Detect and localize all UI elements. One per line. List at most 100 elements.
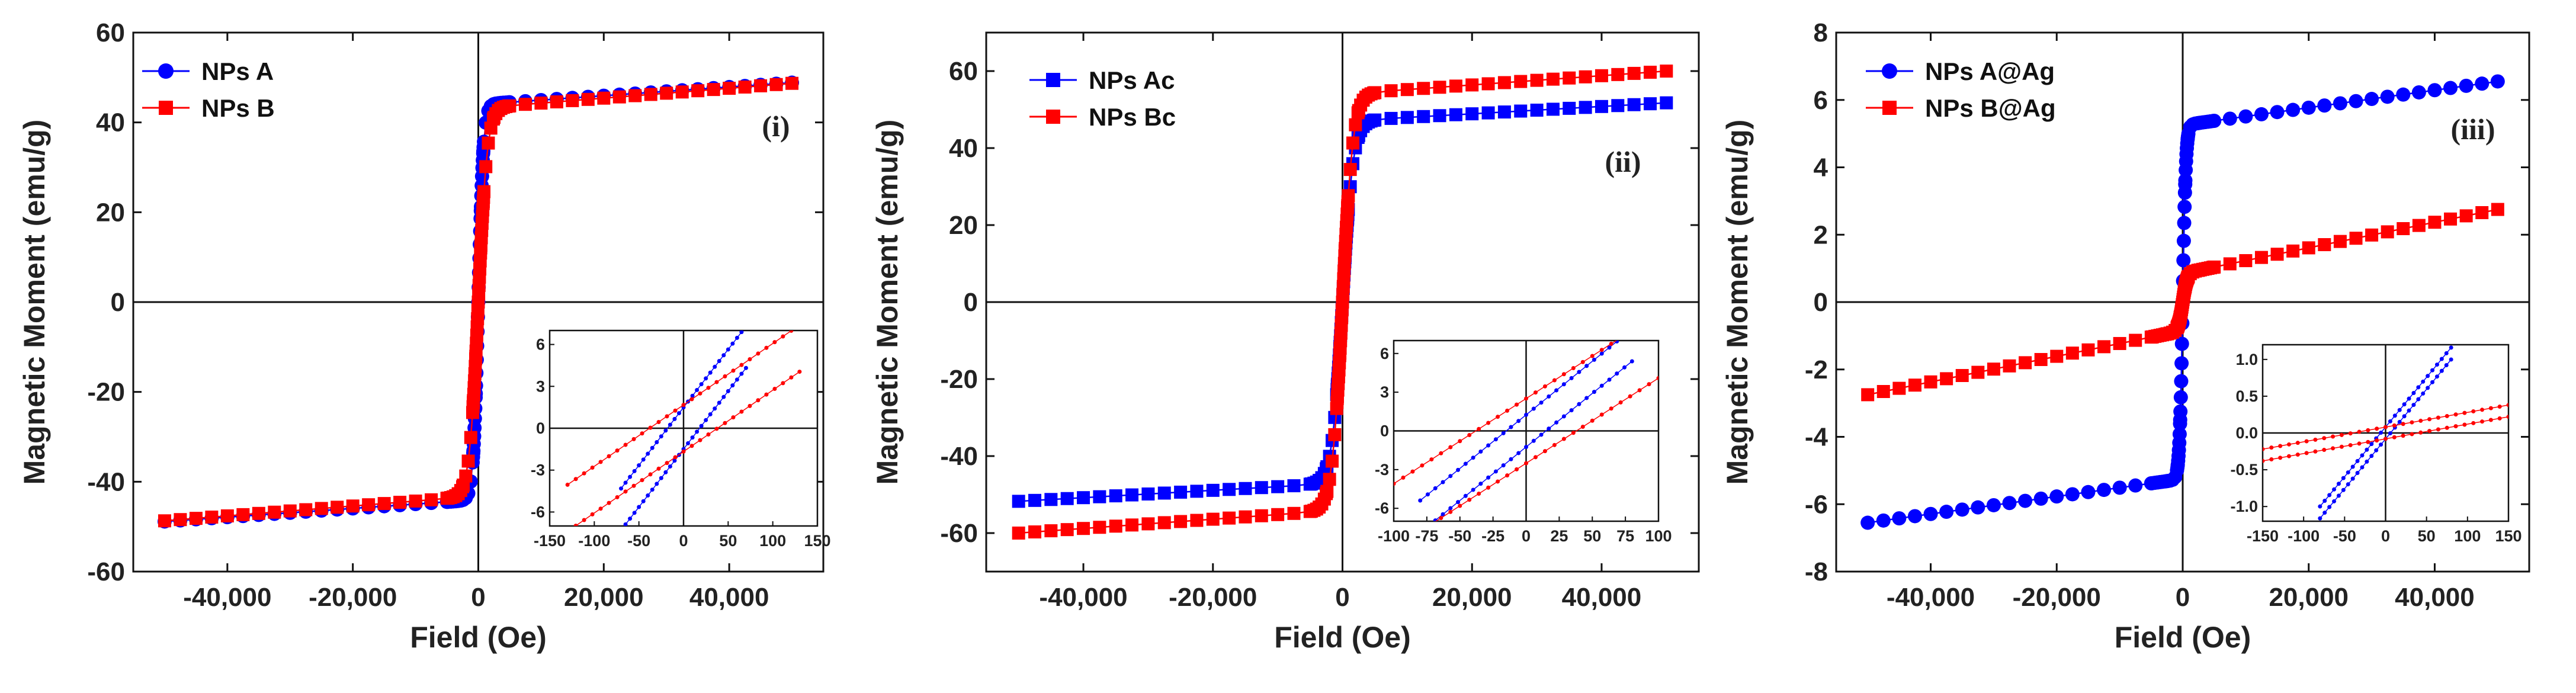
x-tick-label: 20,000	[1432, 583, 1512, 612]
data-point	[2443, 81, 2458, 95]
inset-data-point	[641, 457, 646, 462]
data-point	[1417, 82, 1430, 95]
inset-data-point	[1599, 412, 1604, 417]
data-point	[1497, 76, 1511, 89]
inset-data-point	[1607, 377, 1612, 382]
x-tick-label: -20,000	[2013, 583, 2101, 612]
data-point	[2018, 493, 2033, 508]
data-point	[2381, 225, 2394, 239]
inset-data-point	[704, 376, 708, 381]
inset-data-point	[641, 499, 646, 503]
inset-data-point	[650, 487, 655, 492]
inset-data-point	[1516, 419, 1521, 424]
data-point	[2270, 248, 2284, 261]
data-point	[1044, 493, 1058, 506]
inset-data-point	[695, 429, 700, 434]
inset-data-point	[2365, 459, 2369, 464]
inset-data-point	[2360, 465, 2365, 470]
data-point	[1546, 102, 1560, 116]
inset-data-point	[1628, 394, 1632, 399]
data-point	[1433, 109, 1446, 123]
data-point	[1012, 527, 1025, 540]
data-point	[2207, 114, 2222, 129]
data-point	[1157, 516, 1171, 530]
inset-data-point	[1477, 426, 1481, 431]
data-point	[2019, 356, 2032, 370]
inset-data-point	[2331, 434, 2336, 439]
inset-data-point	[2462, 422, 2467, 427]
inset-data-point	[2439, 368, 2444, 373]
inset-data-point	[615, 495, 620, 499]
inset-data-point	[1590, 354, 1595, 358]
inset-data-point	[1584, 396, 1589, 400]
data-point	[2003, 359, 2016, 373]
y-tick-label: 6	[1814, 86, 1828, 115]
data-point	[331, 500, 344, 514]
inset-x-tick-label: 25	[1550, 527, 1568, 545]
data-point	[1611, 68, 1625, 81]
inset-data-point	[2488, 406, 2493, 410]
inset-data-point	[646, 451, 650, 456]
inset-data-point	[1516, 451, 1521, 455]
inset-data-point	[2304, 439, 2309, 444]
y-axis-label: Magnetic Moment (emu/g)	[1721, 120, 1754, 485]
data-point	[785, 76, 799, 90]
data-point	[1346, 136, 1359, 150]
data-point	[2081, 343, 2095, 357]
data-point	[2174, 374, 2189, 389]
inset-data-point	[1433, 486, 1438, 490]
inset-data-point	[1615, 371, 1619, 376]
inset-data-point	[1622, 333, 1627, 338]
data-point	[1939, 505, 1954, 519]
data-point	[1514, 75, 1528, 88]
inset-data-point	[2436, 415, 2440, 420]
data-point	[2365, 228, 2379, 242]
data-point	[2065, 346, 2079, 360]
inset-data-point	[726, 347, 730, 352]
legend-label: NPs A@Ag	[1925, 57, 2055, 85]
inset-data-point	[717, 400, 721, 405]
data-point	[1861, 388, 1875, 402]
inset-data-point	[1552, 378, 1557, 383]
inset-data-point	[1609, 406, 1613, 411]
inset-data-point	[730, 341, 735, 346]
data-point	[1907, 509, 1922, 524]
data-point	[723, 82, 736, 95]
inset-data-point	[672, 416, 677, 421]
inset-data-point	[623, 522, 628, 526]
inset-data-point	[2383, 437, 2388, 441]
inset-data-point	[1657, 312, 1661, 316]
legend-marker	[1046, 110, 1060, 124]
inset-data-point	[1554, 420, 1559, 425]
data-point	[1579, 101, 1592, 114]
inset-data-point	[2411, 403, 2416, 408]
legend-marker	[158, 63, 174, 79]
inset-data-point	[734, 377, 739, 382]
inset-data-point	[2410, 420, 2414, 425]
inset-data-point	[590, 512, 595, 516]
y-tick-label: 0	[1814, 288, 1828, 317]
data-point	[1271, 480, 1285, 493]
y-tick-label: -20	[87, 378, 125, 407]
inset-data-point	[1539, 400, 1544, 405]
data-point	[1255, 481, 1268, 495]
inset-x-tick-label: -150	[534, 532, 566, 550]
data-point	[1125, 488, 1139, 502]
y-tick-label: 60	[96, 18, 125, 47]
inset-data-point	[640, 431, 644, 436]
data-point	[1028, 525, 1042, 539]
inset-chart: -150 -100 -50 0 50 100 150 -1.0 -0.5 0.0 0.5 1.0	[2230, 344, 2522, 545]
inset-data-point	[623, 442, 628, 447]
inset-data-point	[1493, 469, 1498, 474]
inset-data-point	[1599, 351, 1604, 356]
inset-x-tick-label: 0	[679, 532, 688, 550]
inset-data-point	[1439, 451, 1443, 455]
inset-data-point	[2341, 487, 2346, 492]
inset-data-point	[1592, 390, 1596, 394]
data-point	[1028, 493, 1042, 507]
x-tick-label: 40,000	[689, 583, 769, 612]
y-tick-label: 4	[1814, 153, 1828, 182]
data-point	[1349, 118, 1362, 131]
inset-data-point	[1410, 534, 1414, 538]
inset-data-point	[2462, 410, 2467, 415]
